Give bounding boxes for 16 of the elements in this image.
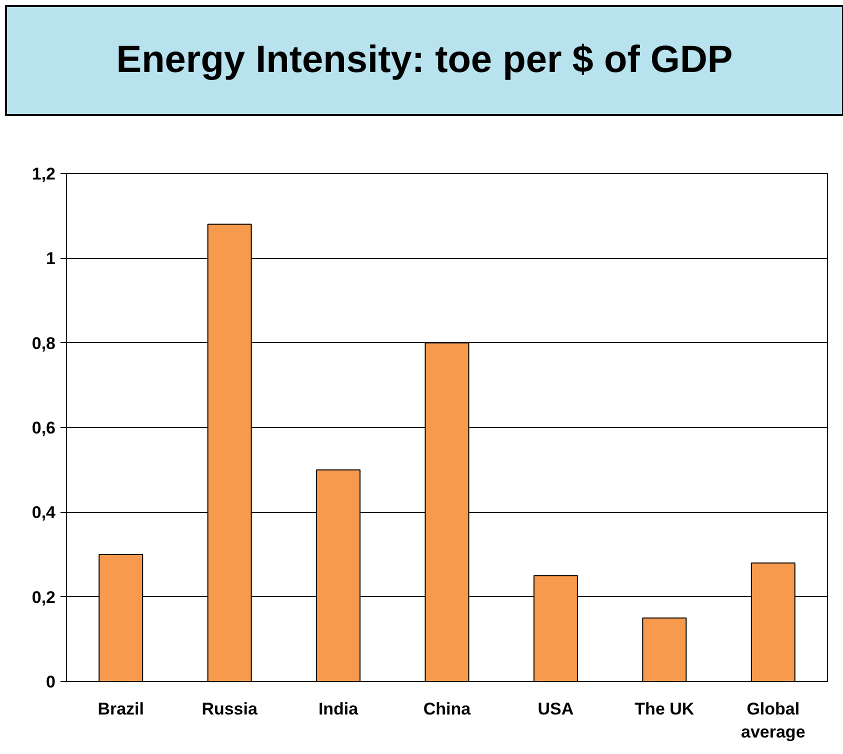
bar	[642, 618, 687, 682]
x-tick-label: Global average	[741, 700, 806, 742]
y-tick-label: 0	[46, 672, 56, 692]
x-tick-label: China	[423, 700, 472, 718]
chart-title: Energy Intensity: toe per $ of GDP	[116, 38, 733, 84]
x-tick-label: USA	[538, 700, 574, 718]
y-tick-label: 0,6	[32, 418, 56, 438]
y-tick-label: 0,8	[32, 334, 56, 353]
y-tick-label: 0,4	[32, 503, 56, 522]
y-tick-label: 1,2	[32, 164, 56, 184]
x-tick-label: The UK	[634, 700, 695, 718]
y-tick-label: 0,2	[32, 588, 56, 607]
y-tick-label: 1	[46, 249, 56, 268]
x-tick-label: Russia	[202, 700, 258, 718]
x-tick-label: India	[318, 700, 359, 718]
x-tick-label: Brazil	[98, 700, 144, 718]
